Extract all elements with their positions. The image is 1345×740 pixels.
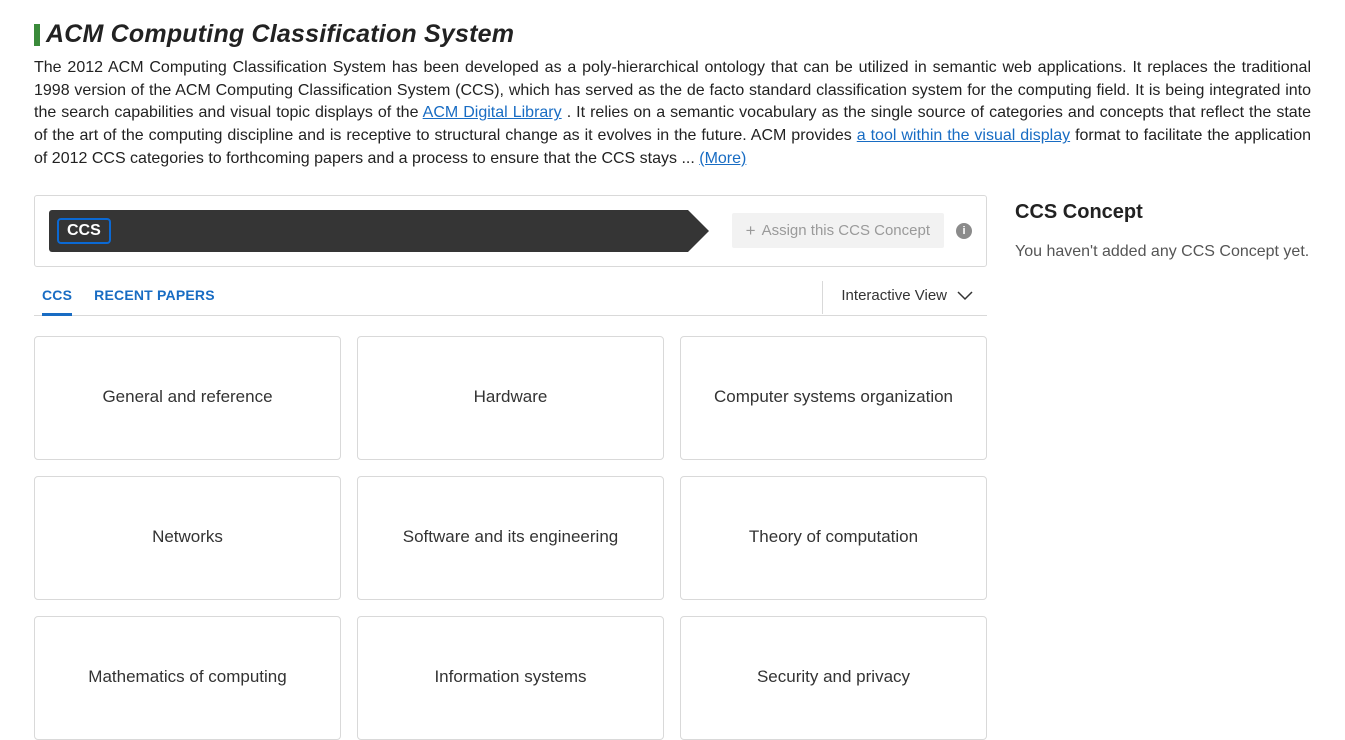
visual-display-tool-link[interactable]: a tool within the visual display [857, 127, 1070, 144]
info-icon[interactable]: i [956, 223, 972, 239]
plus-icon: + [746, 222, 756, 239]
category-card[interactable]: Security and privacy [680, 616, 987, 740]
category-card[interactable]: General and reference [34, 336, 341, 460]
acm-digital-library-link[interactable]: ACM Digital Library [423, 104, 562, 121]
view-switch-label: Interactive View [841, 287, 947, 304]
page-title: ACM Computing Classification System [46, 20, 514, 49]
breadcrumb-bar: CCS [49, 210, 688, 252]
assign-button-label: Assign this CCS Concept [762, 222, 930, 239]
category-card[interactable]: Software and its engineering [357, 476, 664, 600]
category-card[interactable]: Mathematics of computing [34, 616, 341, 740]
tabs-row: CCS RECENT PAPERS Interactive View [34, 281, 987, 316]
category-card[interactable]: Information systems [357, 616, 664, 740]
chevron-down-icon [957, 291, 973, 301]
tab-recent-papers[interactable]: RECENT PAPERS [94, 281, 215, 315]
title-accent-bar [34, 24, 40, 46]
more-link[interactable]: (More) [699, 150, 746, 167]
category-card[interactable]: Networks [34, 476, 341, 600]
tabs: CCS RECENT PAPERS [34, 281, 215, 315]
category-card[interactable]: Computer systems organization [680, 336, 987, 460]
breadcrumb-root-chip[interactable]: CCS [57, 218, 111, 244]
category-card[interactable]: Theory of computation [680, 476, 987, 600]
sidebar-heading: CCS Concept [1015, 201, 1311, 224]
description-paragraph: The 2012 ACM Computing Classification Sy… [34, 57, 1311, 171]
view-switch[interactable]: Interactive View [822, 281, 987, 314]
tab-ccs[interactable]: CCS [42, 281, 72, 316]
sidebar-empty-text: You haven't added any CCS Concept yet. [1015, 240, 1311, 263]
category-card[interactable]: Hardware [357, 336, 664, 460]
assign-ccs-concept-button[interactable]: + Assign this CCS Concept [732, 213, 944, 248]
breadcrumb-container: CCS + Assign this CCS Concept i [34, 195, 987, 267]
category-grid: General and reference Hardware Computer … [34, 336, 987, 740]
